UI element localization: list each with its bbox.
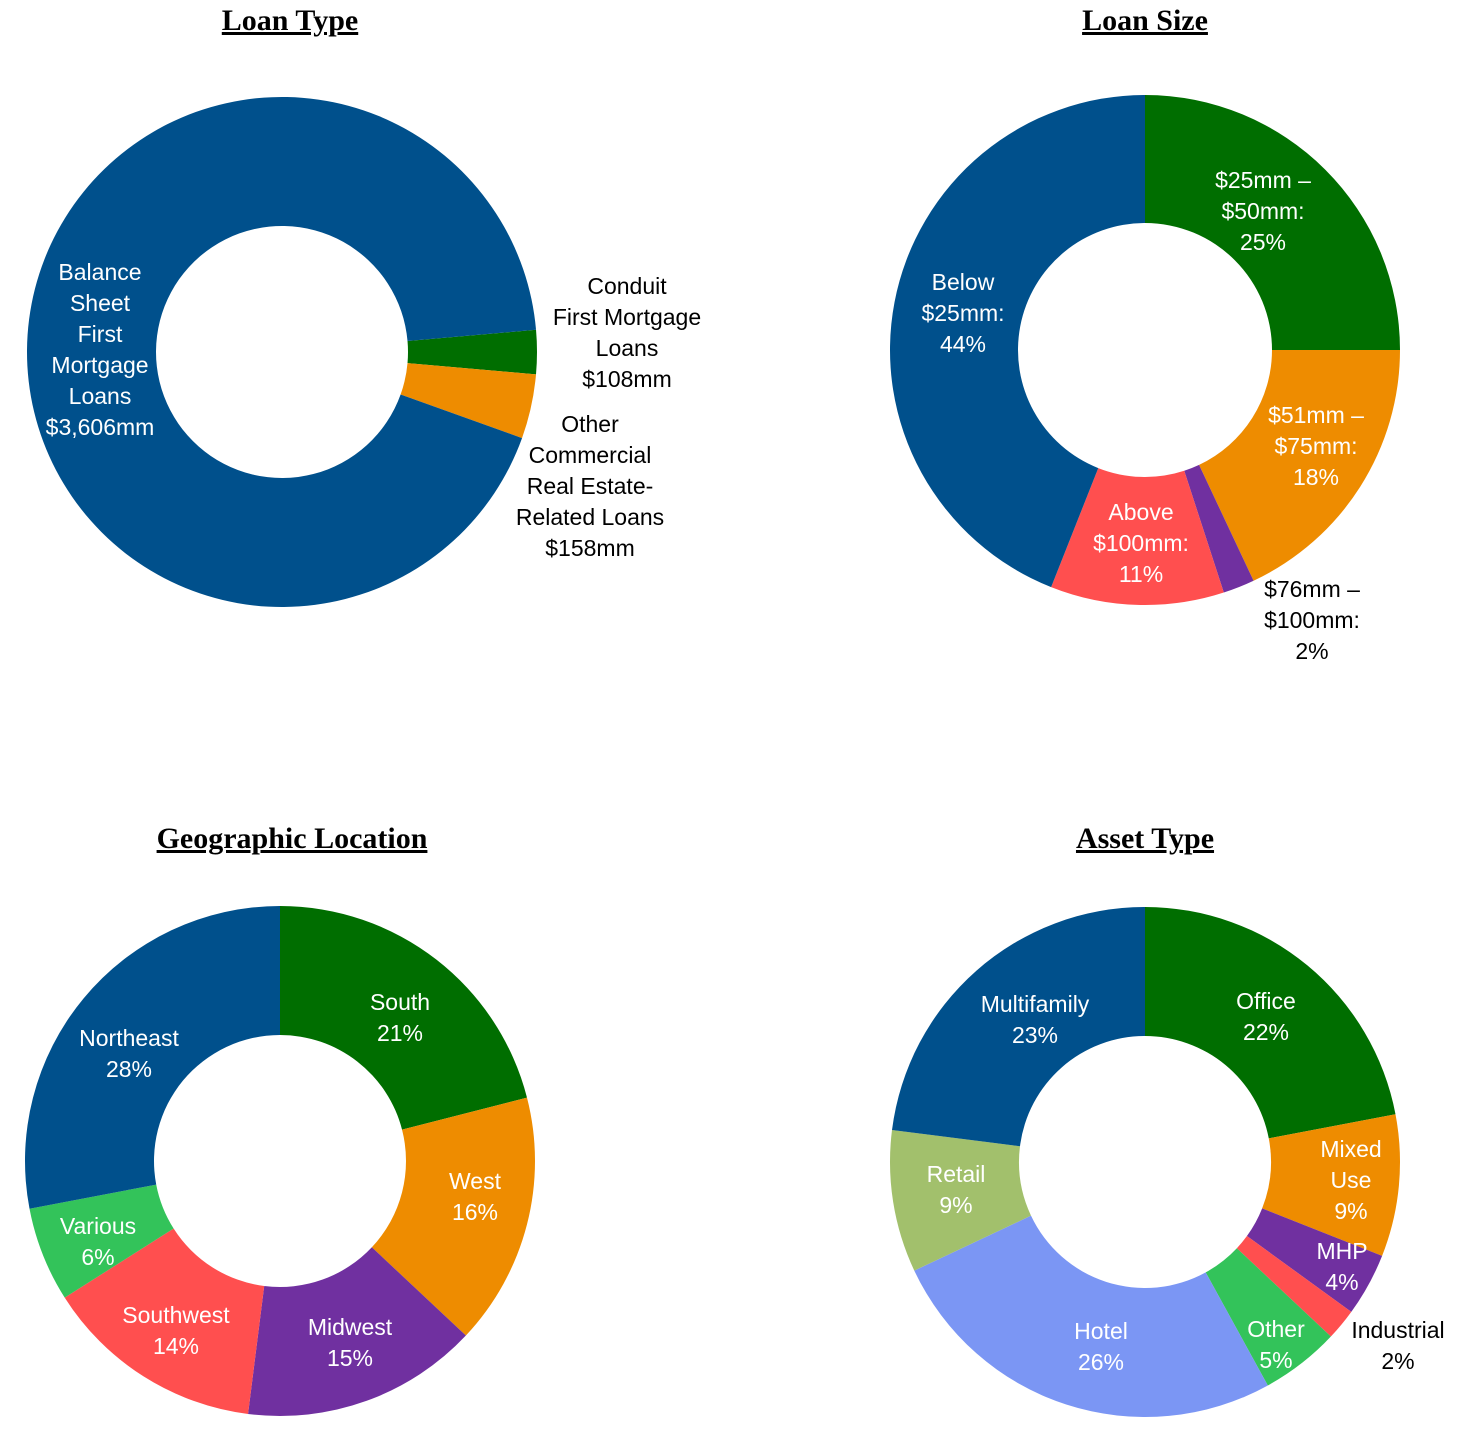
donut-slice-office [1145, 907, 1396, 1139]
donut-slice-industrial [1236, 1236, 1352, 1337]
data-label-southwest: Southwest 14% [122, 1302, 230, 1359]
data-label-hotel: Hotel 26% [1074, 1318, 1128, 1375]
data-label-51mm-75mm: $51mm – $75mm: 18% [1268, 402, 1364, 490]
donut-slice-hotel [914, 1215, 1268, 1417]
chart-title-loan-size: Loan Size [1082, 4, 1208, 37]
donut-slice-various [29, 1184, 174, 1298]
donut-slice-below-25mm [890, 95, 1145, 588]
data-label-balance-sheet-first-mortgage-loans: Balance Sheet First Mortgage Loans $3,60… [45, 259, 155, 440]
data-label-25mm-50mm: $25mm – $50mm: 25% [1215, 167, 1311, 255]
data-label-retail: Retail 9% [926, 1161, 986, 1218]
data-label-below-25mm: Below $25mm: 44% [921, 269, 1005, 357]
donut-slice-mhp [1246, 1208, 1383, 1312]
chart-title-geographic-location: Geographic Location [156, 822, 428, 855]
donut-slice-mixed-use [1262, 1114, 1400, 1256]
data-label-industrial: Industrial 2% [1351, 1317, 1445, 1374]
donut-slice-south [280, 906, 527, 1130]
data-label-mhp: MHP 4% [1316, 1238, 1368, 1295]
donut-slice-conduit-first-mortgage-loans [407, 329, 538, 375]
data-label-office: Office 22% [1236, 988, 1296, 1045]
data-label-other: Other 5% [1247, 1316, 1305, 1373]
chart-title-asset-type: Asset Type [1075, 822, 1215, 855]
data-label-south: South 21% [369, 989, 431, 1046]
data-label-76mm-100mm: $76mm – $100mm: 2% [1264, 576, 1360, 664]
data-label-above-100mm: Above $100mm: 11% [1093, 499, 1189, 587]
donut-slice-above-100mm [1051, 468, 1224, 605]
data-label-various: Various 6% [59, 1213, 137, 1270]
data-label-mixed-use: Mixed Use 9% [1320, 1136, 1382, 1224]
donut-slice-northeast [25, 906, 280, 1209]
donut-slice-25mm-50mm [1145, 95, 1400, 350]
data-label-other-commercial-real-estate-related-loans: Other Commercial Real Estate- Related Lo… [515, 411, 665, 561]
data-label-west: West 16% [449, 1168, 501, 1225]
data-label-northeast: Northeast 28% [79, 1025, 179, 1082]
donut-slice-multifamily [892, 907, 1145, 1147]
donut-slice-76mm-100mm [1184, 464, 1254, 593]
donut-slice-midwest [248, 1247, 466, 1416]
donut-slice-51mm-75mm [1199, 350, 1400, 581]
data-label-conduit-first-mortgage-loans: Conduit First Mortgage Loans $108mm [552, 273, 702, 392]
donut-slice-retail [890, 1130, 1031, 1271]
data-label-multifamily: Multifamily 23% [980, 991, 1090, 1048]
donut-slice-southwest [64, 1228, 265, 1414]
donut-slice-other [1205, 1248, 1331, 1386]
donut-slice-balance-sheet-first-mortgage-loans [27, 96, 537, 607]
donut-slice-west [371, 1097, 535, 1336]
data-label-midwest: Midwest 15% [307, 1314, 393, 1371]
chart-title-loan-type: Loan Type [221, 4, 359, 37]
donut-slice-other-commercial-real-estate-related-loans [400, 363, 537, 439]
